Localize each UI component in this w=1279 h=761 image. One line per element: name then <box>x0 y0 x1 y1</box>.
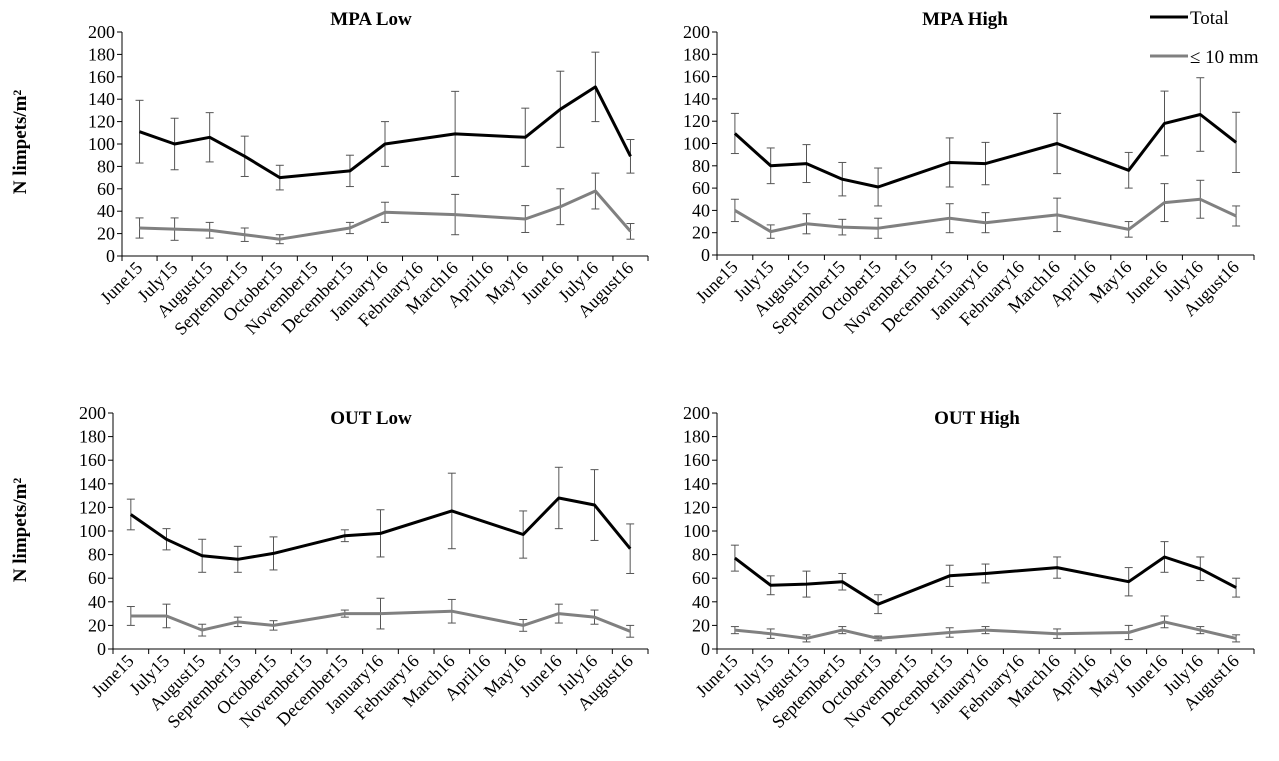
series-line <box>129 496 632 561</box>
y-tick-label: 0 <box>106 246 115 266</box>
y-tick-label: 20 <box>692 615 710 635</box>
y-tick-label: 200 <box>79 403 106 423</box>
y-tick-label: 100 <box>79 521 106 541</box>
chart-title: MPA Low <box>330 9 412 30</box>
series-total <box>730 77 1241 207</box>
y-tick-label: 200 <box>88 22 115 42</box>
y-tick-label: 200 <box>683 403 710 423</box>
series-line <box>139 85 632 180</box>
series-total <box>730 541 1241 615</box>
y-tick-label: 100 <box>683 134 710 154</box>
y-tick-label: 60 <box>692 178 710 198</box>
series-total <box>126 466 635 574</box>
y-tick-label: 60 <box>692 568 710 588</box>
y-tick-label: 160 <box>88 67 115 87</box>
y-tick-label: 0 <box>97 639 106 659</box>
series-line <box>734 197 1237 234</box>
y-tick-label: 0 <box>701 639 710 659</box>
y-tick-label: 100 <box>88 134 115 154</box>
series-small <box>730 179 1241 239</box>
y-tick-label: 180 <box>79 427 106 447</box>
y-tick-label: 20 <box>692 223 710 243</box>
chart-title: MPA High <box>922 9 1008 30</box>
y-tick-label: 140 <box>88 89 115 109</box>
x-tick-label: June15 <box>87 651 137 701</box>
y-tick-label: 160 <box>683 450 710 470</box>
y-tick-label: 180 <box>683 427 710 447</box>
y-tick-label: 140 <box>683 89 710 109</box>
y-tick-label: 80 <box>692 545 710 565</box>
y-tick-label: 140 <box>683 474 710 494</box>
y-tick-label: 40 <box>692 592 710 612</box>
chart-panel-3: OUT Low N limpets/m² 0 20 40 60 80 100 120 140 160… <box>10 403 649 732</box>
y-tick-label: 200 <box>683 22 710 42</box>
chart-title: OUT High <box>934 408 1020 429</box>
y-axis-label: N limpets/m² <box>10 478 31 583</box>
y-tick-label: 120 <box>683 497 710 517</box>
series-total <box>135 51 635 191</box>
y-tick-label: 80 <box>692 156 710 176</box>
y-axis-label: N limpets/m² <box>10 90 31 195</box>
series-small <box>126 597 635 638</box>
series-line <box>130 609 631 633</box>
y-tick-label: 120 <box>79 497 106 517</box>
y-tick-label: 60 <box>97 179 115 199</box>
series-line <box>734 620 1237 640</box>
y-tick-label: 180 <box>88 44 115 64</box>
series-line <box>733 555 1237 606</box>
y-tick-label: 40 <box>88 592 106 612</box>
y-tick-label: 80 <box>88 545 106 565</box>
chart-panel-4: OUT High 0 20 40 60 80 100 120 140 160 180 200 June1… <box>683 403 1255 732</box>
series-small <box>135 172 635 245</box>
y-tick-label: 40 <box>97 201 115 221</box>
legend-label: Total <box>1190 8 1229 29</box>
x-tick-label: June15 <box>96 258 146 308</box>
series-line <box>733 113 1238 189</box>
y-tick-label: 120 <box>88 112 115 132</box>
legend: Total ≤ 10 mm <box>1150 8 1259 68</box>
series-small <box>730 615 1241 643</box>
y-tick-label: 20 <box>97 224 115 244</box>
y-tick-label: 140 <box>79 474 106 494</box>
y-tick-label: 160 <box>683 67 710 87</box>
x-tick-label: June15 <box>692 257 742 307</box>
series-line <box>139 189 632 241</box>
y-tick-label: 160 <box>79 450 106 470</box>
y-tick-label: 20 <box>88 615 106 635</box>
y-tick-label: 80 <box>97 156 115 176</box>
y-tick-label: 180 <box>683 44 710 64</box>
y-tick-label: 100 <box>683 521 710 541</box>
legend-label: ≤ 10 mm <box>1190 47 1259 68</box>
x-tick-label: June15 <box>692 651 742 701</box>
y-tick-label: 60 <box>88 568 106 588</box>
y-tick-label: 40 <box>692 200 710 220</box>
chart-title: OUT Low <box>330 408 412 429</box>
y-tick-label: 0 <box>701 245 710 265</box>
y-tick-label: 120 <box>683 111 710 131</box>
